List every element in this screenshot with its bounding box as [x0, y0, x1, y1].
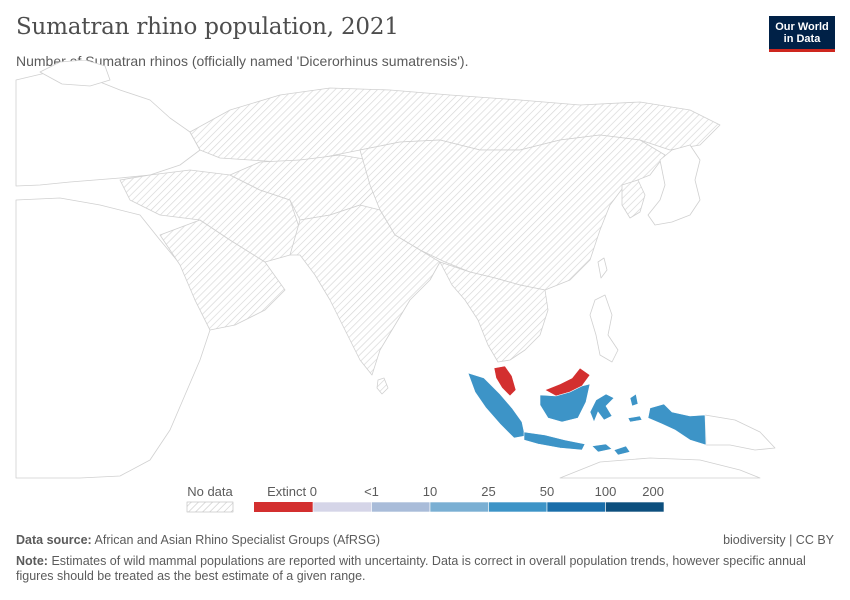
legend-bin-label: 50 [540, 484, 554, 499]
region-korea[interactable] [621, 179, 646, 219]
legend-bin-label: <1 [364, 484, 379, 499]
source-text[interactable]: African and Asian Rhino Specialist Group… [94, 533, 381, 547]
world-map [15, 60, 776, 479]
legend-bin-swatch[interactable] [546, 501, 606, 513]
legend-bin-swatch[interactable] [371, 501, 431, 513]
region-japan[interactable] [647, 144, 701, 226]
region-australia[interactable] [559, 457, 761, 479]
note-label: Note: [16, 554, 48, 568]
owid-logo[interactable]: Our World in Data [769, 16, 835, 52]
region-indonesia[interactable] [467, 372, 707, 456]
legend-bin-label: 25 [481, 484, 495, 499]
region-scandinavia[interactable] [39, 60, 111, 87]
chart-note: Note: Estimates of wild mammal populatio… [16, 554, 806, 584]
region-philippines[interactable] [589, 294, 619, 363]
region-sri-lanka[interactable] [376, 377, 389, 395]
license-text[interactable]: biodiversity | CC BY [723, 533, 834, 547]
region-taiwan[interactable] [597, 257, 608, 279]
source-label: Data source: [16, 533, 92, 547]
legend-no-data-swatch[interactable] [186, 501, 234, 513]
region-africa[interactable] [15, 197, 211, 479]
chart-subtitle: Number of Sumatran rhinos (officially na… [16, 53, 469, 69]
legend-extinct-swatch[interactable] [254, 502, 313, 512]
legend-bin-swatch[interactable] [312, 501, 372, 513]
region-central-asia[interactable] [229, 154, 381, 221]
region-europe[interactable] [15, 71, 201, 187]
region-se-asia[interactable] [439, 261, 549, 363]
region-png[interactable] [704, 414, 776, 451]
legend-bin-swatch[interactable] [605, 501, 665, 513]
region-india[interactable] [289, 204, 441, 376]
data-source: Data source: African and Asian Rhino Spe… [16, 533, 834, 548]
legend-bin-label: 100 [595, 484, 617, 499]
legend-no-data-label: No data [187, 484, 233, 499]
chart-title: Sumatran rhino population, 2021 [16, 14, 399, 40]
legend-bin-label: 200 [642, 484, 664, 499]
legend-bins: <1 10 25 50 100 200 [312, 484, 665, 513]
legend-bin-swatch[interactable] [429, 501, 489, 513]
note-text: Estimates of wild mammal populations are… [16, 554, 806, 583]
map-legend: No data Extinct 0 <1 10 25 50 100 200 [186, 484, 665, 513]
logo-line-2: in Data [783, 33, 821, 45]
logo-line-1: Our World [775, 21, 829, 33]
legend-bin-label: 10 [423, 484, 437, 499]
legend-bin-swatch[interactable] [488, 501, 548, 513]
legend-extinct-label: Extinct 0 [267, 484, 317, 499]
